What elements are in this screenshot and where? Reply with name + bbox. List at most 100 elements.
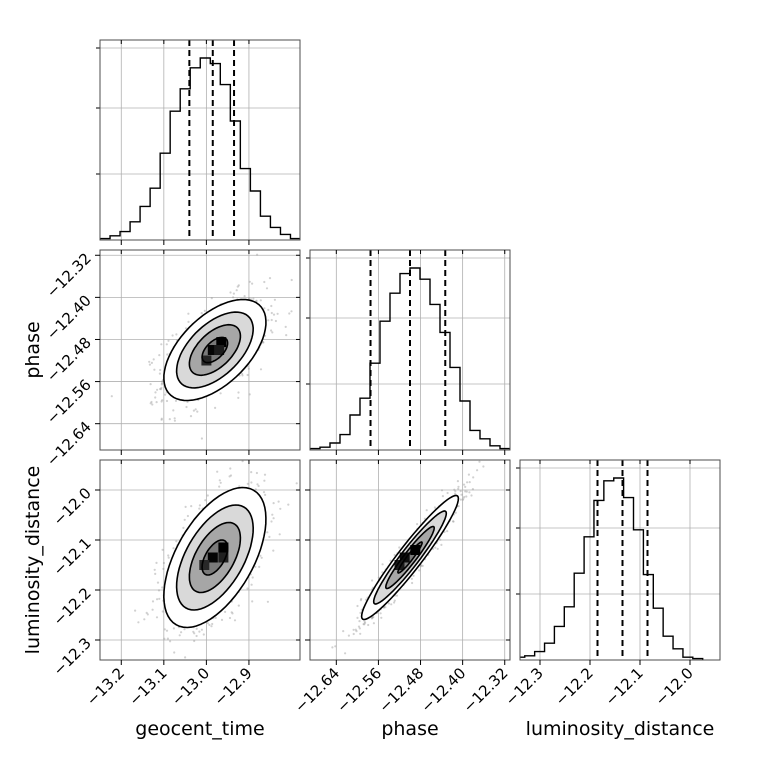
scatter-point xyxy=(173,419,176,422)
scatter-point xyxy=(377,576,380,579)
panel-content xyxy=(132,455,298,682)
scatter-point xyxy=(439,538,442,541)
y-tick-label-luminosity-distance: −12.3 xyxy=(50,634,95,679)
scatter-point xyxy=(446,491,449,495)
scatter-point xyxy=(189,415,193,418)
scatter-point xyxy=(290,310,293,313)
scatter-point xyxy=(160,383,163,386)
scatter-point xyxy=(233,619,237,622)
scatter-point xyxy=(246,587,249,590)
x-tick-label-luminosity-distance: −12.3 xyxy=(502,664,547,709)
scatter-point xyxy=(440,543,443,547)
scatter-point xyxy=(169,661,171,663)
scatter-point xyxy=(411,581,414,585)
scatter-point xyxy=(198,630,201,633)
scatter-point xyxy=(276,312,279,315)
scatter-point xyxy=(150,400,153,404)
scatter-point xyxy=(138,667,140,669)
scatter-point xyxy=(468,481,471,484)
contour-line xyxy=(175,311,255,389)
y-tick-label-phase: −12.48 xyxy=(43,334,95,386)
y-tick-label-phase: −12.56 xyxy=(43,376,95,428)
scatter-point xyxy=(456,480,459,483)
scatter-point xyxy=(110,395,113,398)
scatter-point xyxy=(132,680,134,682)
scatter-point xyxy=(279,507,282,510)
scatter-point xyxy=(161,380,164,383)
scatter-point xyxy=(363,623,366,626)
scatter-point xyxy=(204,499,207,502)
scatter-point xyxy=(270,311,273,315)
scatter-point xyxy=(466,481,469,484)
scatter-point xyxy=(359,599,362,602)
scatter-point xyxy=(433,506,436,509)
axes-frame xyxy=(309,249,511,451)
scatter-point xyxy=(162,665,164,667)
y-axis-label-luminosity-distance: luminosity_distance xyxy=(22,466,44,655)
scatter-point xyxy=(352,628,355,631)
scatter-point xyxy=(471,488,474,491)
scatter-point xyxy=(158,597,161,600)
scatter-point xyxy=(259,368,263,371)
scatter-point xyxy=(258,565,261,569)
scatter-point xyxy=(352,632,355,636)
scatter-point xyxy=(150,361,153,364)
scatter-panel-geocent-time-vs-luminosity-distance: −13.2−13.1−13.0−12.9 −12.3 −12.2 −12.1 −12.0 xyxy=(50,455,301,709)
scatter-point xyxy=(238,485,241,488)
scatter-point xyxy=(195,634,198,638)
scatter-point xyxy=(457,505,460,508)
scatter-point xyxy=(268,277,272,280)
scatter-point xyxy=(229,474,233,477)
scatter-point xyxy=(398,546,401,549)
scatter-point xyxy=(154,396,157,399)
scatter-point xyxy=(165,399,169,403)
scatter-panel-phase-vs-luminosity-distance: −12.64−12.56−12.48−12.40−12.32 xyxy=(291,459,512,716)
scatter-point xyxy=(165,343,168,346)
scatter-point xyxy=(379,612,382,615)
scatter-point xyxy=(285,334,288,337)
scatter-point xyxy=(347,634,350,637)
x-tick-label-geocent-time: −13.1 xyxy=(125,664,170,709)
scatter-point xyxy=(148,363,151,366)
scatter-point xyxy=(155,561,158,565)
scatter-point xyxy=(273,298,276,301)
scatter-point xyxy=(160,343,163,346)
scatter-point xyxy=(219,481,222,484)
scatter-point xyxy=(464,490,467,493)
scatter-point xyxy=(270,329,273,332)
scatter-point xyxy=(452,520,455,523)
scatter-point xyxy=(248,393,251,396)
x-axis-label-geocent-time: geocent_time xyxy=(135,718,264,740)
scatter-point xyxy=(162,567,165,571)
scatter-point xyxy=(272,502,275,505)
scatter-point xyxy=(157,589,161,592)
histogram-bins xyxy=(520,460,704,660)
scatter-point xyxy=(161,610,164,613)
scatter-point xyxy=(270,304,273,308)
scatter-point xyxy=(393,553,396,557)
scatter-point xyxy=(412,574,415,577)
scatter-point xyxy=(331,646,334,649)
scatter-point xyxy=(190,505,193,508)
x-tick-label-geocent-time: −13.2 xyxy=(83,664,128,709)
scatter-point xyxy=(153,368,156,371)
contour-line xyxy=(201,539,229,576)
scatter-point xyxy=(235,289,238,292)
histogram-bins xyxy=(310,250,510,450)
scatter-point xyxy=(452,520,455,523)
scatter-point xyxy=(272,549,275,552)
scatter-point xyxy=(167,554,170,557)
contour-line xyxy=(397,541,423,574)
scatter-point xyxy=(160,418,163,421)
density-cell xyxy=(214,345,225,355)
scatter-point xyxy=(434,546,437,549)
scatter-point xyxy=(461,498,465,501)
scatter-point xyxy=(371,616,374,619)
scatter-point xyxy=(146,613,149,616)
scatter-point xyxy=(156,598,159,601)
axes-frame xyxy=(309,459,511,661)
scatter-point xyxy=(252,455,254,457)
scatter-point xyxy=(183,518,186,521)
scatter-point xyxy=(173,417,176,420)
